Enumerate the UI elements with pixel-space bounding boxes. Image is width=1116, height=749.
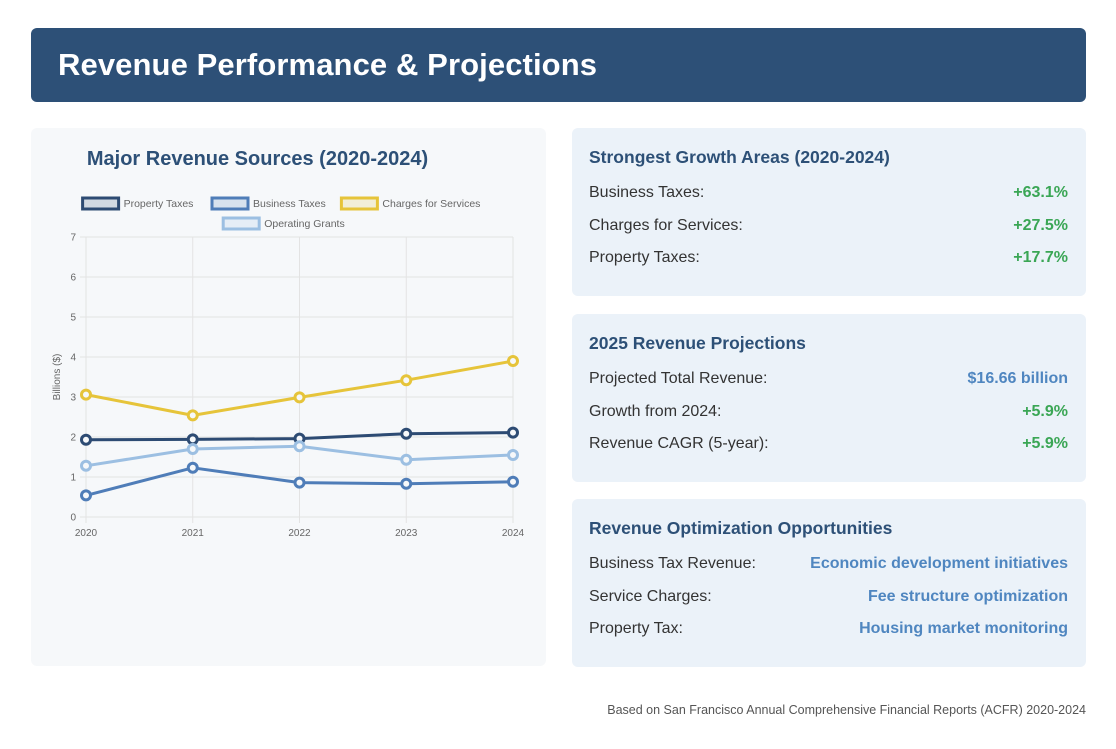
projection-row: Projected Total Revenue: $16.66 billion <box>589 363 1068 396</box>
projection-row-value: $16.66 billion <box>967 370 1068 388</box>
optimization-row-value: Economic development initiatives <box>810 555 1068 573</box>
data-point <box>400 427 413 440</box>
projection-row: Revenue CAGR (5-year): +5.9% <box>589 428 1068 461</box>
data-point <box>400 477 413 490</box>
projection-row: Growth from 2024: +5.9% <box>589 396 1068 429</box>
optimization-row: Business Tax Revenue: Economic developme… <box>589 548 1068 581</box>
data-point <box>186 433 199 446</box>
legend-label: Operating Grants <box>264 218 345 230</box>
data-point <box>186 443 199 455</box>
optimization-card-title: Revenue Optimization Opportunities <box>589 518 893 538</box>
growth-row-label: Property Taxes: <box>589 249 700 267</box>
x-tick-label: 2022 <box>288 528 311 539</box>
legend-label: Charges for Services <box>382 198 480 210</box>
legend-swatch <box>210 196 250 211</box>
optimization-row-label: Property Tax: <box>589 620 683 638</box>
optimization-row-value: Housing market monitoring <box>859 620 1068 638</box>
growth-row-label: Business Taxes: <box>589 184 705 202</box>
x-tick-label: 2021 <box>182 528 205 539</box>
growth-card-title: Strongest Growth Areas (2020-2024) <box>589 147 890 167</box>
data-point <box>400 453 413 466</box>
y-tick-label: 0 <box>70 513 76 524</box>
y-tick-label: 2 <box>70 433 76 444</box>
optimization-row-label: Service Charges: <box>589 587 712 605</box>
legend-label: Business Taxes <box>253 198 326 210</box>
optimization-row: Service Charges: Fee structure optimizat… <box>589 581 1068 614</box>
optimization-card: Revenue Optimization Opportunities Busin… <box>572 499 1086 667</box>
x-tick-label: 2024 <box>502 528 525 539</box>
growth-row-label: Charges for Services: <box>589 216 743 234</box>
data-point <box>507 355 519 367</box>
legend-label: Property Taxes <box>124 198 194 210</box>
page-header: Revenue Performance & Projections <box>31 28 1086 102</box>
source-footnote: Based on San Francisco Annual Comprehens… <box>607 703 1086 717</box>
y-tick-label: 6 <box>70 273 76 284</box>
x-tick-label: 2023 <box>395 528 418 539</box>
projection-row-label: Projected Total Revenue: <box>589 370 768 388</box>
data-point <box>507 449 519 461</box>
projections-card-title: 2025 Revenue Projections <box>589 333 806 353</box>
page-title: Revenue Performance & Projections <box>58 47 598 82</box>
data-point <box>507 475 519 488</box>
projection-row-value: +5.9% <box>1022 435 1068 453</box>
y-tick-label: 7 <box>70 233 76 244</box>
legend-swatch <box>221 216 261 231</box>
y-axis-label: Billions ($) <box>52 354 63 401</box>
data-point <box>186 461 199 474</box>
data-point <box>293 440 306 453</box>
optimization-row-value: Fee structure optimization <box>867 587 1068 605</box>
data-point <box>186 409 199 422</box>
growth-row: Business Taxes: +63.1% <box>589 177 1068 210</box>
y-tick-label: 5 <box>70 313 76 324</box>
data-point <box>80 433 92 446</box>
optimization-row: Property Tax: Housing market monitoring <box>589 613 1068 646</box>
projections-card: 2025 Revenue Projections Projected Total… <box>572 314 1086 482</box>
projection-row-label: Growth from 2024: <box>589 402 722 420</box>
legend-swatch <box>81 196 121 211</box>
legend-swatch <box>339 196 379 211</box>
growth-row-value: +63.1% <box>1013 184 1068 202</box>
chart-title: Major Revenue Sources (2020-2024) <box>86 148 429 170</box>
y-tick-label: 1 <box>70 473 76 484</box>
growth-row: Property Taxes: +17.7% <box>589 242 1068 275</box>
growth-row-value: +27.5% <box>1013 216 1068 234</box>
optimization-row-label: Business Tax Revenue: <box>589 555 756 573</box>
y-tick-label: 3 <box>70 393 76 404</box>
data-point <box>80 459 92 472</box>
y-tick-label: 4 <box>70 353 76 364</box>
data-point <box>293 476 306 489</box>
data-point <box>400 374 413 387</box>
projection-row-value: +5.9% <box>1022 402 1068 420</box>
data-point <box>80 388 92 401</box>
projection-row-label: Revenue CAGR (5-year): <box>589 435 769 453</box>
growth-row: Charges for Services: +27.5% <box>589 210 1068 243</box>
x-tick-label: 2020 <box>75 528 98 539</box>
growth-row-value: +17.7% <box>1013 249 1068 267</box>
revenue-line-chart: 0 1 2 3 4 5 6 7 2020 2021 2022 2023 2024 Billions ($)… <box>52 196 525 539</box>
data-point <box>293 391 306 404</box>
growth-card: Strongest Growth Areas (2020-2024) Busin… <box>572 128 1086 296</box>
data-point <box>507 426 519 439</box>
data-point <box>80 489 92 502</box>
